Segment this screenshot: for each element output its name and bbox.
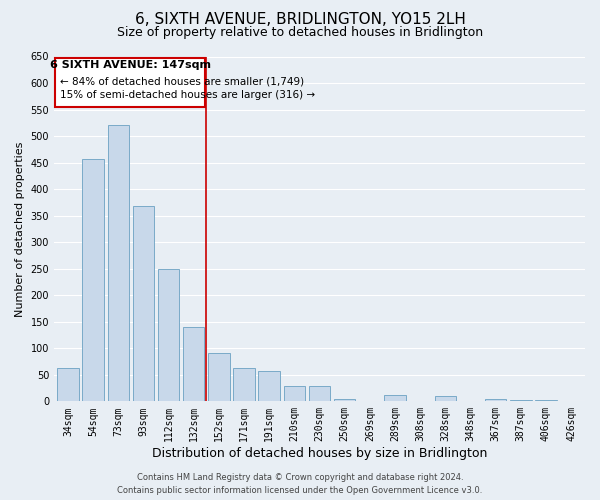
Bar xyxy=(560,401,582,402)
Text: Size of property relative to detached houses in Bridlington: Size of property relative to detached ho… xyxy=(117,26,483,39)
Bar xyxy=(82,160,104,402)
Bar xyxy=(133,206,154,402)
Text: Contains HM Land Registry data © Crown copyright and database right 2024.
Contai: Contains HM Land Registry data © Crown c… xyxy=(118,474,482,495)
Bar xyxy=(107,125,129,402)
Bar xyxy=(57,368,79,402)
Bar xyxy=(233,368,255,402)
Text: 15% of semi-detached houses are larger (316) →: 15% of semi-detached houses are larger (… xyxy=(60,90,315,100)
Bar xyxy=(385,395,406,402)
Bar xyxy=(259,371,280,402)
Bar xyxy=(309,386,330,402)
Bar xyxy=(485,398,506,402)
Text: ← 84% of detached houses are smaller (1,749): ← 84% of detached houses are smaller (1,… xyxy=(60,76,304,86)
Text: 6, SIXTH AVENUE, BRIDLINGTON, YO15 2LH: 6, SIXTH AVENUE, BRIDLINGTON, YO15 2LH xyxy=(134,12,466,28)
Bar xyxy=(434,396,456,402)
Bar xyxy=(334,398,355,402)
Y-axis label: Number of detached properties: Number of detached properties xyxy=(15,141,25,316)
X-axis label: Distribution of detached houses by size in Bridlington: Distribution of detached houses by size … xyxy=(152,447,487,460)
Bar xyxy=(284,386,305,402)
Bar xyxy=(510,400,532,402)
Bar xyxy=(158,269,179,402)
Bar xyxy=(183,326,205,402)
Text: 6 SIXTH AVENUE: 147sqm: 6 SIXTH AVENUE: 147sqm xyxy=(50,60,211,70)
Bar xyxy=(208,352,230,402)
Bar xyxy=(535,400,557,402)
